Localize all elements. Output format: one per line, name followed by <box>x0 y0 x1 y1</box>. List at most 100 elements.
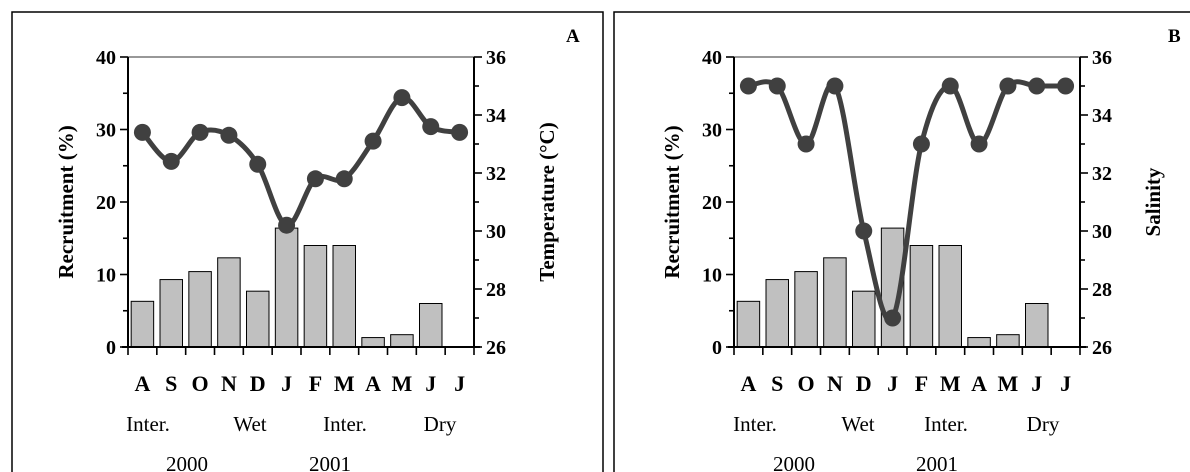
x-tick-label: A <box>134 371 150 396</box>
x-tick-label: O <box>192 371 209 396</box>
y2-axis-title: Temperature (°C) <box>535 122 559 281</box>
line-point-10 <box>393 89 411 107</box>
x-tick-label: A <box>971 371 987 396</box>
y2-tick-label: 30 <box>486 221 506 243</box>
y2-tick-label: 36 <box>1092 47 1112 69</box>
line-point-8 <box>941 77 959 95</box>
line-point-3 <box>191 123 209 141</box>
bar-4 <box>823 257 847 348</box>
line-point-5 <box>249 155 267 173</box>
x-tick-label: J <box>1031 371 1042 396</box>
y2-tick-label: 30 <box>1092 221 1112 243</box>
y2-tick-label: 34 <box>1092 105 1112 127</box>
season-label: Dry <box>424 412 457 436</box>
line-point-6 <box>884 309 902 327</box>
line-point-4 <box>826 77 844 95</box>
season-label: Inter. <box>924 412 968 436</box>
y-tick-label: 0 <box>106 337 116 359</box>
x-tick-label: M <box>998 371 1019 396</box>
bar-5 <box>852 290 876 348</box>
bar-9 <box>361 337 385 348</box>
season-label: Wet <box>233 412 266 436</box>
x-tick-label: J <box>887 371 898 396</box>
line-point-11 <box>422 118 440 136</box>
y-tick-label: 20 <box>702 192 722 214</box>
x-tick-label: D <box>856 371 872 396</box>
y2-tick-label: 28 <box>1092 279 1112 301</box>
line-point-9 <box>970 135 988 153</box>
bar-11 <box>419 303 443 348</box>
x-tick-label: J <box>425 371 436 396</box>
y2-tick-label: 28 <box>486 279 506 301</box>
season-label: Wet <box>841 412 874 436</box>
x-tick-label: O <box>798 371 815 396</box>
y2-tick-label: 26 <box>1092 337 1112 359</box>
line-point-1 <box>133 123 151 141</box>
y-tick-label: 0 <box>712 337 722 359</box>
line-point-10 <box>999 77 1017 95</box>
y2-tick-label: 32 <box>486 163 506 185</box>
bar-3 <box>794 271 818 348</box>
year-label: 2001 <box>916 452 958 472</box>
x-tick-label: J <box>1060 371 1071 396</box>
x-tick-label: F <box>915 371 928 396</box>
y-tick-label: 30 <box>96 120 116 142</box>
x-tick-label: A <box>740 371 756 396</box>
bar-10 <box>996 334 1020 348</box>
line-point-8 <box>335 170 353 188</box>
x-tick-label: F <box>309 371 322 396</box>
y2-axis-title: Salinity <box>1141 167 1165 236</box>
line-point-9 <box>364 132 382 150</box>
bar-3 <box>188 271 212 348</box>
season-label: Inter. <box>323 412 367 436</box>
x-tick-label: J <box>281 371 292 396</box>
line-point-3 <box>797 135 815 153</box>
y2-tick-label: 26 <box>486 337 506 359</box>
bar-9 <box>967 337 991 348</box>
x-tick-label: M <box>940 371 961 396</box>
year-label: 2001 <box>309 452 351 472</box>
bar-8 <box>938 245 962 348</box>
bar-7 <box>303 245 328 348</box>
x-tick-label: M <box>392 371 413 396</box>
line-point-2 <box>162 152 180 170</box>
line-point-2 <box>768 77 786 95</box>
x-tick-label: S <box>771 371 783 396</box>
bar-1 <box>130 300 155 348</box>
y2-tick-label: 34 <box>486 105 506 127</box>
bar-11 <box>1025 303 1049 348</box>
bar-2 <box>159 279 183 348</box>
panel-a-frame <box>11 11 604 472</box>
y-axis-title: Recruitment (%) <box>54 125 78 278</box>
panel-a-letter: A <box>566 26 580 47</box>
bar-2 <box>765 279 789 348</box>
bar-4 <box>217 257 241 348</box>
x-tick-label: N <box>221 371 237 396</box>
line-point-5 <box>855 222 873 240</box>
bar-7 <box>909 245 934 348</box>
year-label: 2000 <box>773 452 815 472</box>
season-label: Inter. <box>733 412 777 436</box>
panel-b-letter: B <box>1168 26 1181 47</box>
x-tick-label: N <box>827 371 843 396</box>
bar-6 <box>274 227 299 348</box>
bar-8 <box>332 245 356 348</box>
line-point-1 <box>739 77 757 95</box>
bar-1 <box>736 300 761 348</box>
season-label: Dry <box>1027 412 1060 436</box>
bar-10 <box>390 334 414 348</box>
x-tick-label: A <box>365 371 381 396</box>
y-tick-label: 40 <box>96 47 116 69</box>
x-tick-label: S <box>165 371 177 396</box>
line-point-7 <box>306 170 324 188</box>
y-tick-label: 20 <box>96 192 116 214</box>
bar-5 <box>246 290 270 348</box>
y-tick-label: 10 <box>96 265 116 287</box>
y2-tick-label: 36 <box>486 47 506 69</box>
line-point-12 <box>451 123 469 141</box>
